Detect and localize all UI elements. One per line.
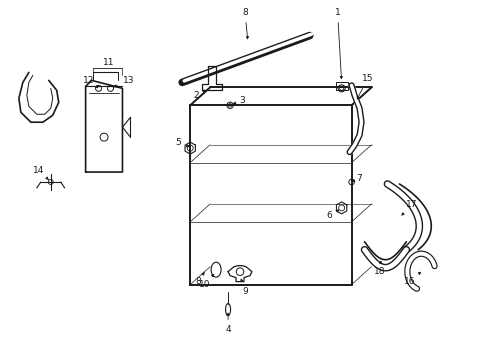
Text: 7: 7 bbox=[352, 174, 362, 183]
Text: 11: 11 bbox=[102, 58, 114, 67]
Text: 18: 18 bbox=[373, 261, 385, 276]
Text: 17: 17 bbox=[401, 201, 416, 215]
Text: 4: 4 bbox=[225, 313, 230, 334]
Text: 8: 8 bbox=[242, 8, 248, 39]
Text: 3: 3 bbox=[233, 96, 244, 105]
Text: 10: 10 bbox=[199, 274, 213, 289]
Text: 15: 15 bbox=[357, 74, 372, 99]
Bar bbox=[335, 82, 347, 90]
Text: 5: 5 bbox=[175, 138, 188, 147]
Text: 16: 16 bbox=[403, 272, 420, 286]
Text: 12: 12 bbox=[83, 76, 98, 88]
Text: 9: 9 bbox=[240, 279, 247, 296]
Text: 6: 6 bbox=[326, 210, 338, 220]
Text: 13: 13 bbox=[114, 76, 134, 87]
Text: 1: 1 bbox=[334, 8, 342, 79]
Text: 8: 8 bbox=[195, 272, 204, 286]
Text: 14: 14 bbox=[33, 166, 48, 180]
Text: 2: 2 bbox=[193, 90, 204, 100]
